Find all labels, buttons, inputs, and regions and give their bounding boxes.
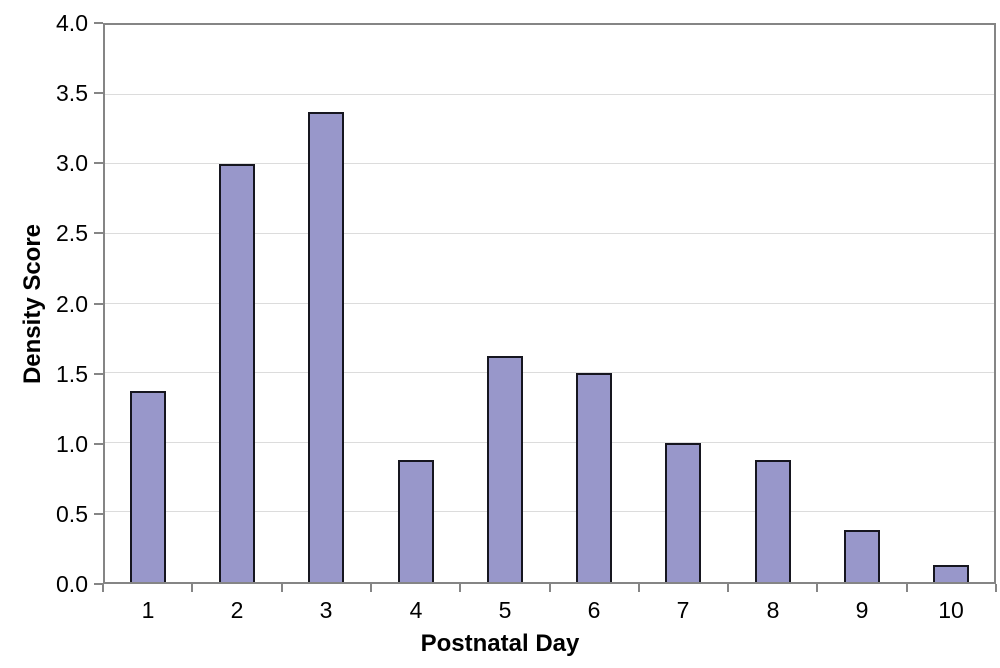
y-tick-label-1.0: 1.0 (56, 431, 88, 457)
x-tick-label-2: 2 (230, 597, 244, 623)
y-tick-label-2.5: 2.5 (56, 220, 88, 246)
y-tick-mark (94, 373, 103, 375)
x-tick-label-3: 3 (319, 597, 333, 623)
x-axis-title: Postnatal Day (420, 630, 580, 657)
bar-day-8 (755, 460, 791, 582)
gridline (105, 163, 994, 165)
x-tick-label-4: 4 (409, 597, 423, 623)
x-tick-mark (459, 584, 461, 592)
y-tick-mark (94, 232, 103, 234)
y-tick-mark (94, 162, 103, 164)
gridline (105, 93, 994, 95)
x-tick-mark (638, 584, 640, 592)
gridline (105, 372, 994, 374)
x-tick-mark (816, 584, 818, 592)
bar-day-6 (576, 373, 612, 582)
x-tick-label-5: 5 (498, 597, 512, 623)
x-tick-mark (727, 584, 729, 592)
gridline (105, 441, 994, 443)
gridline (105, 232, 994, 234)
x-tick-mark (549, 584, 551, 592)
x-tick-label-6: 6 (587, 597, 601, 623)
x-tick-label-1: 1 (141, 597, 155, 623)
y-tick-label-0.5: 0.5 (56, 501, 88, 527)
x-tick-mark (995, 584, 997, 592)
y-tick-label-3.0: 3.0 (56, 150, 88, 176)
plot-area (103, 23, 996, 584)
y-tick-label-2.0: 2.0 (56, 291, 88, 317)
y-tick-mark (94, 92, 103, 94)
bar-day-10 (933, 565, 969, 582)
x-tick-mark (191, 584, 193, 592)
y-tick-label-0.0: 0.0 (56, 571, 88, 597)
y-tick-label-3.5: 3.5 (56, 80, 88, 106)
y-tick-mark (94, 303, 103, 305)
bar-day-1 (130, 391, 166, 582)
x-tick-label-9: 9 (855, 597, 869, 623)
x-tick-mark (102, 584, 104, 592)
gridline (105, 511, 994, 513)
y-tick-mark (94, 513, 103, 515)
x-tick-label-7: 7 (676, 597, 690, 623)
x-tick-mark (370, 584, 372, 592)
bar-day-9 (844, 530, 880, 582)
x-tick-label-8: 8 (766, 597, 780, 623)
y-tick-mark (94, 443, 103, 445)
bar-day-7 (665, 443, 701, 582)
gridline (105, 302, 994, 304)
bar-day-4 (398, 460, 434, 582)
bar-day-2 (219, 164, 255, 582)
bar-day-3 (308, 112, 344, 582)
x-tick-label-10: 10 (938, 597, 964, 623)
x-tick-mark (281, 584, 283, 592)
x-tick-mark (906, 584, 908, 592)
y-tick-label-4.0: 4.0 (56, 10, 88, 36)
y-tick-mark (94, 22, 103, 24)
y-tick-mark (94, 583, 103, 585)
bar-day-5 (487, 356, 523, 582)
y-tick-label-1.5: 1.5 (56, 361, 88, 387)
